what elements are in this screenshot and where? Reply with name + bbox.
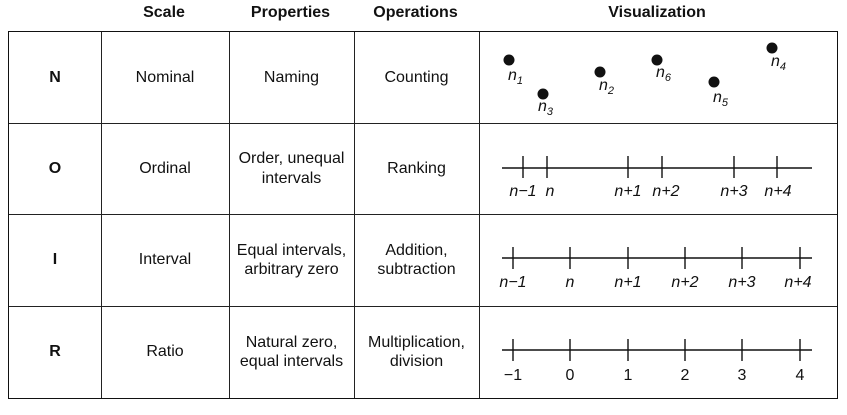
column-divider <box>354 32 355 398</box>
point-label: n4 <box>771 53 786 73</box>
tick-label: 3 <box>738 367 747 384</box>
scale-nominal: Nominal <box>135 68 195 86</box>
tick-label: n+3 <box>720 183 747 200</box>
row-code-o: O <box>48 159 62 177</box>
operations-ratio: Multiplication, division <box>368 333 465 370</box>
properties-nominal: Naming <box>263 68 320 86</box>
point-n3: n3 <box>537 88 554 118</box>
row-divider <box>9 306 837 307</box>
column-divider <box>101 32 102 398</box>
header-visualization: Visualization <box>608 4 706 21</box>
column-divider <box>229 32 230 398</box>
tick-label: n+2 <box>652 183 679 200</box>
point-dot <box>651 54 663 66</box>
tick-label: 4 <box>796 367 805 384</box>
row-code-r: R <box>49 343 61 361</box>
properties-ordinal: Order, unequal intervals <box>238 150 345 187</box>
row-code-n: N <box>49 68 61 86</box>
properties-interval: Equal intervals, arbitrary zero <box>236 241 347 278</box>
point-label: n1 <box>508 67 523 87</box>
row-code-i: I <box>52 251 58 269</box>
header-operations: Operations <box>373 4 458 21</box>
tick-label: 1 <box>624 367 633 384</box>
tick-label: n+1 <box>614 274 641 291</box>
scale-ordinal: Ordinal <box>139 159 191 177</box>
point-n6: n6 <box>651 54 672 84</box>
tick-label: n+3 <box>728 274 755 291</box>
point-n4: n4 <box>766 42 786 73</box>
tick-label: 2 <box>681 367 690 384</box>
point-label: n6 <box>656 64 672 84</box>
tick-label: n+4 <box>784 274 811 291</box>
tick-label: n <box>566 274 575 291</box>
point-n2: n2 <box>594 66 614 97</box>
point-n1: n1 <box>503 54 523 87</box>
point-dot <box>503 54 515 66</box>
scale-ratio: Ratio <box>146 343 184 361</box>
point-dot <box>708 76 720 88</box>
operations-nominal: Counting <box>384 68 449 86</box>
tick-label: n+2 <box>671 274 698 291</box>
point-dot <box>766 42 778 54</box>
column-divider <box>479 32 480 398</box>
tick-label: n+4 <box>764 183 791 200</box>
nominal-points-svg: n1 n3 n2 n6 n5 n4 <box>503 42 786 118</box>
point-dot <box>537 88 549 100</box>
tick-label: n <box>546 183 555 200</box>
properties-ratio: Natural zero, equal intervals <box>239 333 344 370</box>
tick-label: n+1 <box>614 183 641 200</box>
tick-label: n−1 <box>499 274 526 291</box>
ordinal-visualization: n−1 n n+1 n+2 n+3 n+4 <box>480 123 837 214</box>
row-divider <box>9 123 837 124</box>
point-label: n2 <box>599 77 614 97</box>
ratio-number-line: −1 0 1 2 3 4 <box>502 339 812 384</box>
point-n5: n5 <box>708 76 729 109</box>
point-label: n5 <box>713 89 729 109</box>
header-properties: Properties <box>250 4 331 21</box>
scales-table: N Nominal Naming Counting O Ordinal Orde… <box>8 31 838 399</box>
ratio-visualization: −1 0 1 2 3 4 <box>480 306 837 398</box>
tick-label: 0 <box>566 367 575 384</box>
ordinal-number-line: n−1 n n+1 n+2 n+3 n+4 <box>502 156 812 200</box>
nominal-visualization: n1 n3 n2 n6 n5 n4 <box>480 32 837 123</box>
header-scale: Scale <box>143 4 185 21</box>
interval-visualization: n−1 n n+1 n+2 n+3 n+4 <box>480 214 837 306</box>
tick-label: −1 <box>504 367 522 384</box>
scale-interval: Interval <box>138 251 192 269</box>
point-dot <box>594 66 606 78</box>
operations-ordinal: Ranking <box>387 159 446 177</box>
point-label: n3 <box>538 98 554 118</box>
row-divider <box>9 214 837 215</box>
tick-label: n−1 <box>509 183 536 200</box>
operations-interval: Addition, subtraction <box>377 241 456 278</box>
interval-number-line: n−1 n n+1 n+2 n+3 n+4 <box>499 247 812 291</box>
